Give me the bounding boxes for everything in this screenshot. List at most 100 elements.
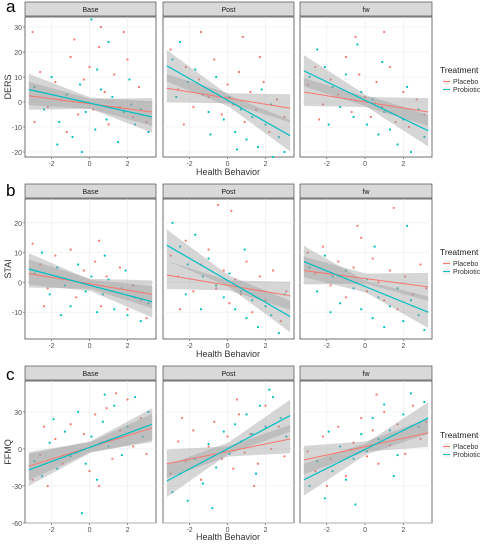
fit-line-placebo <box>303 432 429 461</box>
point-placebo <box>264 404 267 407</box>
point-probiotic <box>396 453 399 457</box>
x-tick-label: 0 <box>88 343 92 350</box>
point-placebo <box>264 299 267 302</box>
point-probiotic <box>323 254 326 257</box>
fit-line-placebo <box>166 438 291 465</box>
point-placebo <box>241 35 244 39</box>
point-placebo <box>377 281 380 284</box>
point-placebo <box>425 420 428 423</box>
point-placebo <box>107 123 110 126</box>
y-tick-label: -10 <box>12 125 22 132</box>
point-placebo <box>192 429 195 432</box>
point-probiotic <box>52 418 55 421</box>
point-placebo <box>337 425 340 428</box>
point-placebo <box>388 444 392 447</box>
point-placebo <box>272 269 275 272</box>
point-placebo <box>118 266 122 269</box>
point-placebo <box>126 308 129 311</box>
point-probiotic <box>354 503 357 506</box>
point-probiotic <box>327 430 330 433</box>
point-probiotic <box>33 460 36 463</box>
x-tick-label: 0 <box>226 343 230 350</box>
point-placebo <box>207 445 210 448</box>
point-placebo <box>329 78 332 81</box>
legend-item-probiotic: Probiotic <box>453 87 481 94</box>
point-placebo <box>388 269 392 272</box>
fit-line-probiotic <box>303 70 429 132</box>
x-tick-label: 0 <box>88 161 92 168</box>
legend-item-placebo: Placebo <box>453 79 478 86</box>
point-placebo <box>285 290 288 293</box>
point-placebo <box>396 423 399 426</box>
x-tick-label: -2 <box>48 343 54 350</box>
point-probiotic <box>186 499 189 502</box>
point-probiotic <box>96 478 99 481</box>
facet-base: Base -2 0 2 <box>24 183 157 350</box>
point-probiotic <box>178 40 182 44</box>
point-probiotic <box>80 150 84 154</box>
point-probiotic <box>388 128 392 131</box>
point-probiotic <box>371 98 374 101</box>
point-placebo <box>234 278 237 281</box>
point-probiotic <box>186 263 189 266</box>
point-probiotic <box>194 68 197 71</box>
x-tick-label: -2 <box>186 343 192 350</box>
point-placebo <box>226 435 229 438</box>
point-placebo <box>139 416 142 420</box>
y-tick-label: -20 <box>12 150 22 157</box>
point-probiotic <box>383 325 386 329</box>
facet-strip <box>299 1 433 17</box>
legend-item-placebo: Placebo <box>453 261 478 268</box>
facet-fw: fw -2 0 2 <box>299 1 433 168</box>
point-placebo <box>88 65 91 69</box>
point-probiotic <box>383 403 386 406</box>
point-placebo <box>337 260 340 263</box>
x-tick-label: 0 <box>363 161 367 168</box>
point-probiotic <box>235 148 239 151</box>
point-probiotic <box>201 275 204 278</box>
legend-title: Treatment <box>440 247 479 257</box>
point-probiotic <box>356 43 359 46</box>
point-probiotic <box>147 302 150 305</box>
point-placebo <box>105 407 108 410</box>
point-probiotic <box>331 275 334 278</box>
point-probiotic <box>239 290 242 293</box>
y-tick-label: 0 <box>18 447 22 454</box>
point-placebo <box>363 95 367 99</box>
point-placebo <box>258 275 261 278</box>
point-probiotic <box>90 435 93 438</box>
point-placebo <box>69 423 72 426</box>
x-axis-label: Health Behavior <box>196 532 260 542</box>
point-placebo <box>118 429 122 432</box>
facet-panel <box>24 380 157 524</box>
point-placebo <box>42 425 46 428</box>
point-probiotic <box>77 410 80 413</box>
point-probiotic <box>377 437 380 441</box>
y-axis-label: FFMQ <box>3 439 13 465</box>
point-placebo <box>360 416 363 420</box>
point-probiotic <box>308 266 311 269</box>
point-probiotic <box>245 138 248 141</box>
point-probiotic <box>134 395 137 399</box>
point-placebo <box>388 65 392 69</box>
x-tick-label: -2 <box>186 161 192 168</box>
point-placebo <box>226 83 229 86</box>
point-probiotic <box>417 314 420 317</box>
facet-panel <box>24 16 157 158</box>
point-placebo <box>354 35 357 39</box>
point-probiotic <box>48 293 51 296</box>
point-placebo <box>402 90 405 94</box>
point-probiotic <box>171 58 174 61</box>
point-placebo <box>325 484 328 488</box>
point-placebo <box>207 95 210 99</box>
point-probiotic <box>239 108 242 111</box>
point-probiotic <box>101 293 104 296</box>
point-placebo <box>115 392 118 395</box>
point-placebo <box>113 73 116 76</box>
point-placebo <box>46 105 49 109</box>
point-placebo <box>73 38 76 41</box>
y-tick-label: 20 <box>14 50 22 57</box>
point-placebo <box>139 299 142 302</box>
